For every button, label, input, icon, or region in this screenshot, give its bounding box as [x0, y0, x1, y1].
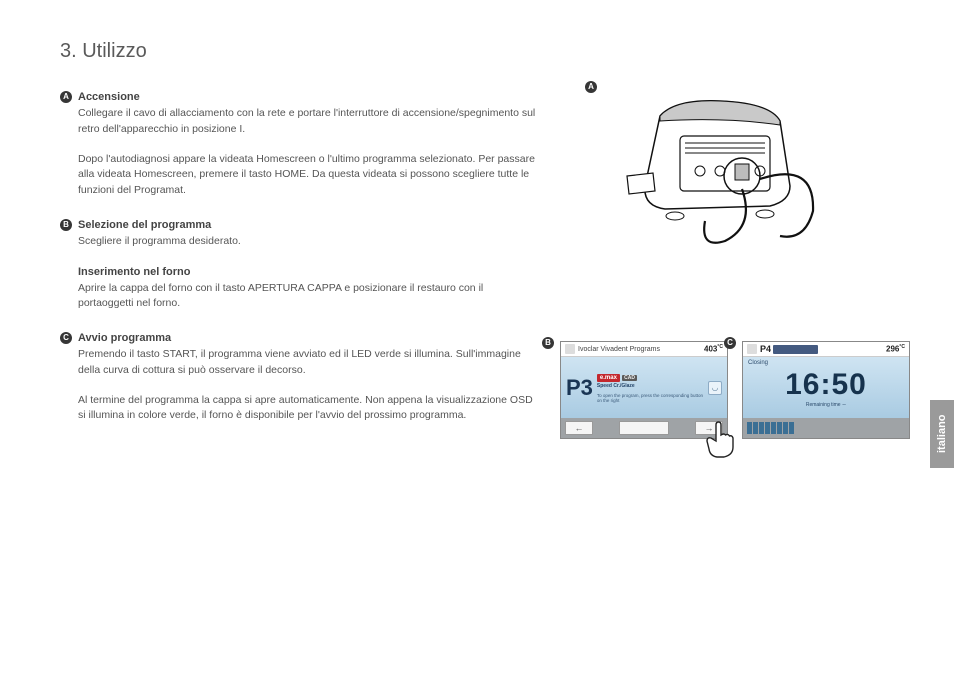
bullet-B: B	[60, 219, 72, 231]
progress-bar-seg	[747, 422, 752, 434]
figure-A-label: A	[585, 81, 597, 93]
screen-C-prog: P4	[760, 344, 818, 354]
language-tab[interactable]: italiano	[930, 400, 954, 468]
timer-display: 16:50	[785, 368, 867, 402]
progress-bar-seg	[765, 422, 770, 434]
section-C: C Avvio programma Premendo il tasto STAR…	[60, 332, 540, 424]
bullet-C: C	[60, 332, 72, 344]
progress-bar-seg	[777, 422, 782, 434]
heading-B: Selezione del programma	[78, 219, 540, 231]
para-B1: Scegliere il programma desiderato.	[78, 234, 540, 250]
text-column: A Accensione Collegare il cavo di allacc…	[60, 91, 540, 444]
program-box-C	[773, 345, 818, 354]
para-A1: Collegare il cavo di allacciamento con l…	[78, 106, 540, 138]
figure-B-label: B	[542, 337, 554, 349]
page-title: 3. Utilizzo	[60, 40, 894, 63]
pointer-hand-icon	[702, 421, 736, 459]
screen-C-body: Closing 16:50 Remaining time ∼	[743, 357, 909, 418]
heading-A: Accensione	[78, 91, 540, 103]
image-column: A	[560, 91, 880, 444]
screen-B-body: P3 e.max CAD Speed Cr./Glaze To open the…	[561, 357, 727, 418]
screen-B-left: P3	[566, 377, 593, 399]
para-B2: Aprire la cappa del forno con il tasto A…	[78, 281, 540, 313]
device-illustration	[605, 91, 835, 251]
bullet-A: A	[60, 91, 72, 103]
progress-bar-seg	[789, 422, 794, 434]
screen-C: P4 296°C Closing 16:50 Remaining time ∼	[742, 341, 910, 439]
program-info: e.max CAD Speed Cr./Glaze To open the pr…	[597, 372, 704, 403]
middle-button[interactable]	[619, 421, 669, 435]
screen-C-temp: 296°C	[886, 344, 905, 354]
figure-A: A	[605, 91, 835, 251]
prev-button[interactable]: ←	[565, 421, 593, 435]
figure-C-label: C	[724, 337, 736, 349]
content-area: A Accensione Collegare il cavo di allacc…	[60, 91, 894, 444]
progress-bar-seg	[783, 422, 788, 434]
remaining-label: Remaining time ∼	[806, 402, 846, 408]
screen-C-bottom	[743, 418, 909, 438]
para-C1: Premendo il tasto START, il programma vi…	[78, 347, 540, 379]
screen-B-title: Ivoclar Vivadent Programs	[578, 346, 701, 353]
figure-C: C P4 296°C Closing 16:50 Rema	[742, 341, 910, 439]
home-icon[interactable]	[747, 344, 757, 354]
program-hint: To open the program, press the correspon…	[597, 393, 704, 403]
program-number-C: P4	[760, 344, 771, 354]
section-B: B Selezione del programma Scegliere il p…	[60, 219, 540, 312]
closing-label: Closing	[748, 360, 768, 366]
program-number: P3	[566, 377, 593, 399]
subheading-B: Inserimento nel forno	[78, 266, 540, 278]
screens-row: B Ivoclar Vivadent Programs 403°C P3 e.m…	[560, 341, 880, 439]
open-icon[interactable]: ◡	[708, 381, 722, 395]
brand-badge: e.max	[597, 374, 620, 382]
screen-C-topbar: P4 296°C	[743, 342, 909, 357]
section-A: A Accensione Collegare il cavo di allacc…	[60, 91, 540, 199]
progress-bar-seg	[753, 422, 758, 434]
heading-C: Avvio programma	[78, 332, 540, 344]
home-icon[interactable]	[565, 344, 575, 354]
para-A2: Dopo l'autodiagnosi appare la videata Ho…	[78, 152, 540, 199]
program-subtitle: Speed Cr./Glaze	[597, 383, 704, 389]
figure-B: B Ivoclar Vivadent Programs 403°C P3 e.m…	[560, 341, 728, 439]
progress-bar-seg	[771, 422, 776, 434]
para-C2: Al termine del programma la cappa si apr…	[78, 393, 540, 425]
screen-B-topbar: Ivoclar Vivadent Programs 403°C	[561, 342, 727, 357]
progress-bar-seg	[759, 422, 764, 434]
brand-suffix: CAD	[622, 375, 637, 381]
screen-B-temp: 403°C	[704, 344, 723, 354]
